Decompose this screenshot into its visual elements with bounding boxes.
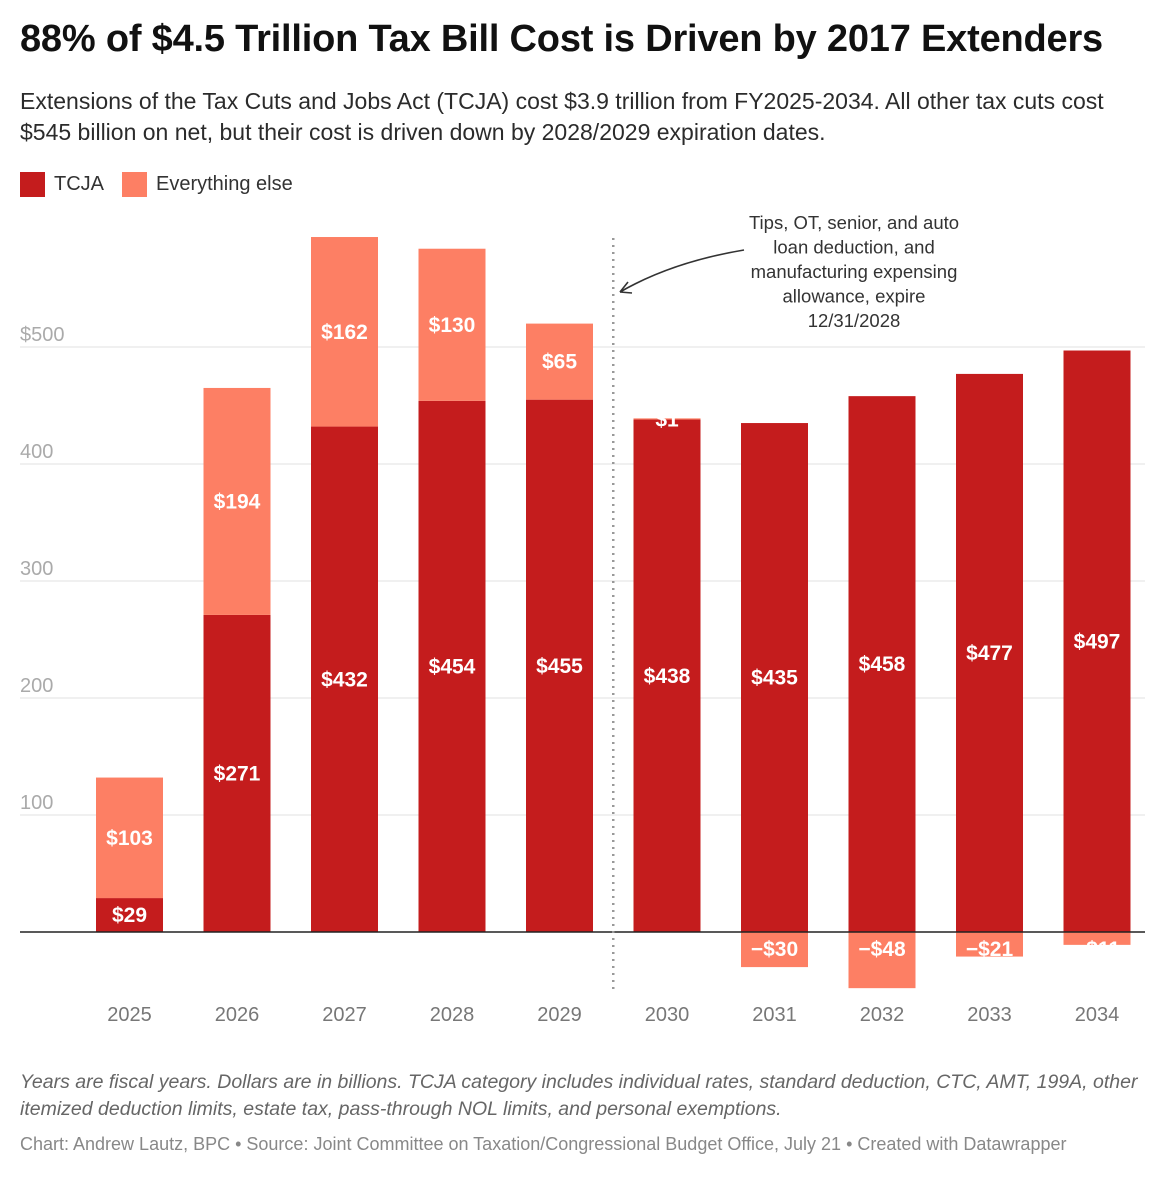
bar-tcja — [526, 399, 593, 932]
x-tick-label: 2027 — [322, 1004, 367, 1026]
bar-tcja — [633, 419, 701, 932]
data-label-everything-else: $130 — [429, 314, 476, 337]
legend-swatch-tcja — [20, 171, 45, 197]
data-label-everything-else: −$11 — [1074, 938, 1120, 961]
data-label-everything-else: $194 — [214, 490, 261, 513]
stacked-bar-chart: 100 200 300 400 $500 $29 $103 2025 $271 $194 2026 $… — [20, 212, 1145, 1026]
bar-everything-else — [311, 237, 378, 427]
bar-tcja — [418, 400, 486, 932]
bar-everything-else — [418, 248, 486, 401]
x-tick-label: 2029 — [537, 1004, 582, 1026]
y-tick-label: 300 — [20, 558, 53, 580]
x-tick-label: 2028 — [430, 1004, 475, 1026]
bar-everything-else — [956, 932, 1023, 957]
data-label-everything-else: $65 — [542, 351, 577, 374]
data-label-tcja: $477 — [966, 642, 1013, 665]
y-tick-label: 200 — [20, 675, 53, 697]
legend-item-everything-else: Everything else — [122, 171, 293, 197]
annotation-line: loan deduction, and — [773, 237, 935, 258]
annotation-text: Tips, OT, senior, and auto loan deduction… — [749, 212, 959, 331]
bar-everything-else — [1063, 932, 1131, 945]
y-tick-label: $500 — [20, 324, 65, 346]
bar-everything-else — [848, 932, 916, 989]
data-label-everything-else: $103 — [106, 827, 153, 850]
x-tick-label: 2025 — [107, 1004, 152, 1026]
bar-tcja — [96, 898, 163, 932]
chart-title: 88% of $4.5 Trillion Tax Bill Cost is Dr… — [20, 18, 1103, 60]
bar-tcja — [1063, 350, 1131, 932]
legend-swatch-everything-else — [122, 171, 147, 197]
x-tick-label: 2026 — [215, 1004, 260, 1026]
data-label-tcja: $458 — [859, 653, 906, 676]
annotation-line: 12/31/2028 — [808, 310, 901, 331]
data-label-tcja: $438 — [644, 665, 691, 688]
legend-item-tcja: TCJA — [20, 171, 104, 197]
annotation-line: manufacturing expensing — [751, 261, 958, 282]
annotation-arrowhead — [619, 281, 633, 294]
chart-notes: Years are fiscal years. Dollars are in b… — [20, 1071, 1138, 1120]
data-label-tcja: $271 — [214, 762, 261, 785]
y-tick-label: 400 — [20, 441, 53, 463]
legend-label-tcja: TCJA — [54, 172, 104, 195]
data-label-everything-else: −$21 — [966, 938, 1014, 961]
x-tick-label: 2034 — [1075, 1004, 1120, 1026]
annotation-arrow — [619, 249, 745, 293]
x-tick-label: 2030 — [645, 1004, 690, 1026]
bar-everything-else — [96, 777, 163, 899]
bar-everything-else — [526, 323, 593, 400]
data-label-tcja: $435 — [751, 667, 798, 690]
data-label-tcja: $497 — [1074, 630, 1121, 653]
x-tick-label: 2032 — [860, 1004, 905, 1026]
bar-tcja — [956, 373, 1023, 932]
data-label-tcja: $455 — [536, 655, 583, 678]
data-label-everything-else: $162 — [321, 321, 368, 344]
bar-everything-else — [203, 387, 271, 615]
bar-tcja — [203, 614, 271, 932]
annotation-line: allowance, expire — [783, 286, 926, 307]
chart-subtitle: Extensions of the Tax Cuts and Jobs Act … — [20, 88, 1104, 145]
data-label-tcja: $432 — [321, 668, 368, 691]
chart-credit: Chart: Andrew Lautz, BPC • Source: Joint… — [20, 1134, 1067, 1154]
bar-everything-else — [633, 418, 701, 420]
data-label-tcja: $454 — [429, 655, 476, 678]
bar-tcja — [848, 396, 916, 932]
data-label-tcja: $29 — [112, 904, 147, 927]
bar-tcja — [311, 426, 378, 932]
bar-everything-else — [741, 932, 808, 968]
annotation-line: Tips, OT, senior, and auto — [749, 212, 959, 233]
legend-label-everything-else: Everything else — [156, 172, 293, 195]
bar-tcja — [741, 423, 808, 932]
legend: TCJA Everything else — [20, 170, 311, 198]
data-label-everything-else: −$48 — [858, 938, 906, 961]
x-tick-label: 2033 — [967, 1004, 1012, 1026]
y-tick-label: 100 — [20, 792, 53, 814]
data-label-everything-else: −$30 — [751, 938, 798, 961]
data-label-everything-else: $1 — [655, 409, 679, 432]
x-tick-label: 2031 — [752, 1004, 797, 1026]
